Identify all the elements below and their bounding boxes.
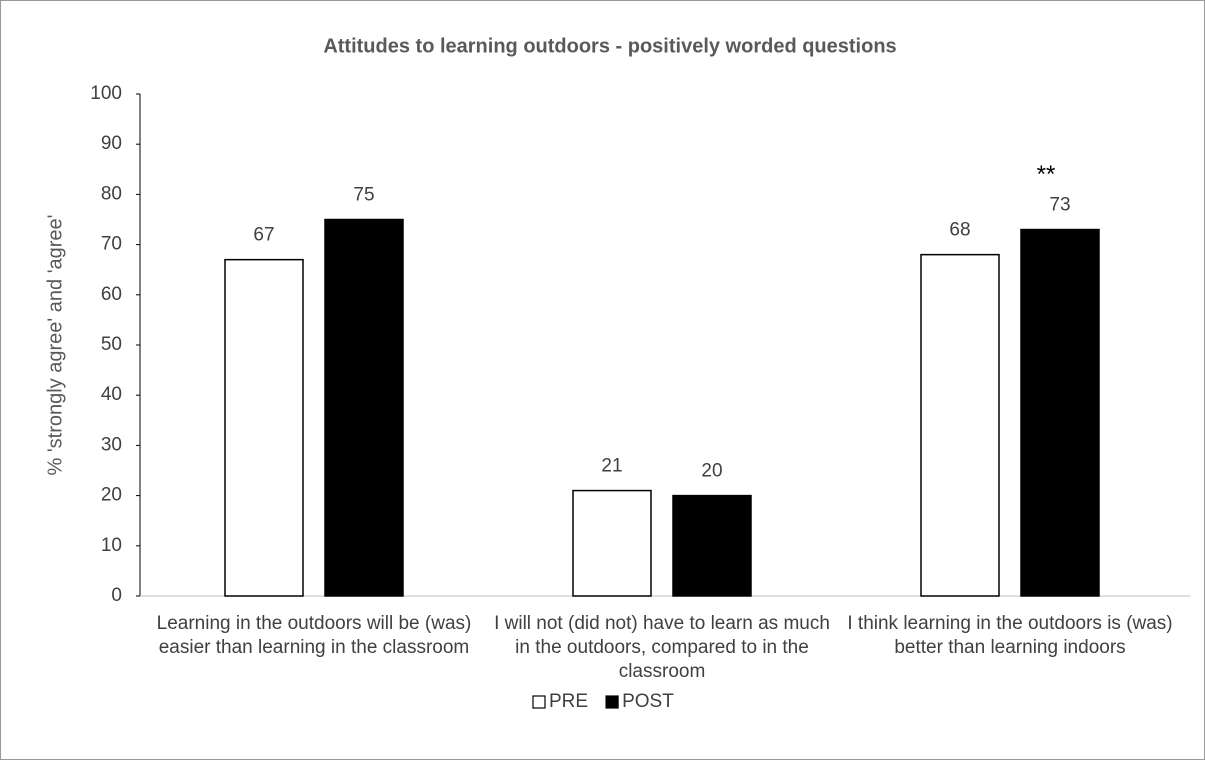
x-tick-label: Learning in the outdoors will be (was) ea…: [157, 613, 472, 658]
x-tick-label-line: Learning in the outdoors will be (was): [157, 613, 472, 634]
y-axis-label: % 'strongly agree' and 'agree': [44, 215, 66, 476]
data-label: 75: [353, 185, 374, 206]
x-tick-label-line: in the outdoors, compared to in the: [515, 637, 809, 658]
chart-title: Attitudes to learning outdoors - positiv…: [323, 35, 896, 57]
x-tick-label-line: classroom: [619, 661, 706, 682]
y-tick-label: 20: [101, 485, 122, 506]
bar: [324, 218, 404, 597]
legend-label: PRE: [549, 691, 588, 712]
x-tick-label-line: I think learning in the outdoors is (was…: [847, 613, 1172, 634]
bar: [1020, 228, 1100, 597]
y-tick-label: 90: [101, 133, 122, 154]
data-label: 67: [253, 225, 274, 246]
x-tick-label-line: I will not (did not) have to learn as mu…: [494, 613, 830, 634]
x-tick-label: I think learning in the outdoors is (was…: [847, 613, 1172, 658]
y-tick-label: 100: [90, 83, 122, 104]
y-tick-label: 50: [101, 334, 122, 355]
y-tick-label: 0: [111, 585, 122, 606]
legend-swatch: [605, 695, 619, 709]
y-tick-label: 40: [101, 384, 122, 405]
y-tick-label: 30: [101, 434, 122, 455]
data-label: 68: [949, 220, 970, 241]
y-tick-label: 10: [101, 535, 122, 556]
data-label: 20: [701, 461, 722, 482]
bar: [224, 258, 304, 597]
y-tick-label: 70: [101, 234, 122, 255]
y-tick-label: 80: [101, 183, 122, 204]
data-label: 21: [601, 456, 622, 477]
data-label: 73: [1049, 195, 1070, 216]
x-tick-label-line: easier than learning in the classroom: [159, 637, 470, 658]
x-tick-label-line: better than learning indoors: [894, 637, 1125, 658]
legend-label: POST: [622, 691, 674, 712]
bar: [920, 253, 1000, 597]
bar: [572, 489, 652, 597]
y-tick-label: 60: [101, 284, 122, 305]
bar: [672, 494, 752, 597]
annotation: **: [1037, 161, 1056, 188]
legend-swatch: [532, 695, 546, 709]
x-tick-label: I will not (did not) have to learn as mu…: [494, 613, 830, 682]
